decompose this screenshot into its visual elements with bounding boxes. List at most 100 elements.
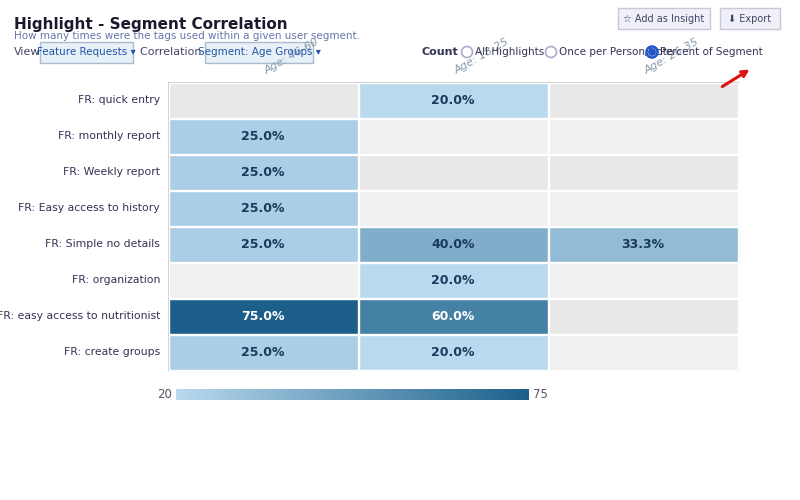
Bar [191, 389, 193, 400]
Bar [522, 389, 523, 400]
Bar [388, 389, 390, 400]
Bar [475, 389, 476, 400]
Circle shape [649, 49, 655, 55]
Bar [486, 389, 488, 400]
Bar [304, 389, 306, 400]
Bar [344, 389, 346, 400]
Bar [458, 389, 460, 400]
Bar [216, 389, 218, 400]
Bar [434, 389, 435, 400]
Bar [511, 389, 513, 400]
Bar [208, 389, 210, 400]
Bar [242, 389, 243, 400]
Bar [381, 389, 382, 400]
Text: FR: Weekly report: FR: Weekly report [63, 167, 160, 177]
Bar [439, 389, 441, 400]
Bar [499, 389, 501, 400]
Bar [448, 389, 450, 400]
Bar [418, 389, 420, 400]
Bar [231, 389, 233, 400]
Bar [358, 190, 547, 226]
Bar [358, 226, 547, 262]
Text: 25.0%: 25.0% [242, 238, 285, 250]
Bar [444, 389, 446, 400]
Bar [519, 389, 521, 400]
Bar [362, 389, 363, 400]
Bar [414, 389, 415, 400]
Bar [213, 389, 214, 400]
Bar [299, 389, 301, 400]
Bar [183, 389, 185, 400]
Bar [404, 389, 406, 400]
Text: 33.3%: 33.3% [622, 238, 665, 250]
Bar [459, 389, 461, 400]
Bar [528, 389, 530, 400]
Bar [311, 389, 313, 400]
Bar [328, 389, 330, 400]
Bar [236, 389, 238, 400]
Bar [395, 389, 396, 400]
Bar [364, 389, 366, 400]
Bar [217, 389, 218, 400]
Bar [371, 389, 373, 400]
Bar [358, 154, 547, 190]
Bar [406, 389, 407, 400]
Bar [315, 389, 316, 400]
Bar [366, 389, 368, 400]
Bar [303, 389, 305, 400]
Text: 20.0%: 20.0% [431, 346, 474, 358]
Bar [366, 389, 367, 400]
Bar [177, 389, 178, 400]
Bar [355, 389, 356, 400]
Bar [254, 389, 255, 400]
Text: 75.0%: 75.0% [242, 310, 285, 322]
Bar [186, 389, 188, 400]
Text: 75: 75 [533, 388, 548, 401]
Bar [239, 389, 241, 400]
Bar [215, 389, 216, 400]
Bar [263, 389, 265, 400]
Bar [526, 389, 527, 400]
Bar [508, 389, 510, 400]
Bar [256, 389, 258, 400]
Bar [274, 389, 275, 400]
Bar [476, 389, 478, 400]
Bar [226, 389, 228, 400]
Bar [255, 389, 256, 400]
Text: FR: organization: FR: organization [72, 275, 160, 285]
Bar [350, 389, 352, 400]
Bar [279, 389, 281, 400]
Bar [356, 389, 358, 400]
Bar [222, 389, 223, 400]
Bar [403, 389, 405, 400]
Bar [302, 389, 303, 400]
Bar [408, 389, 410, 400]
Bar [416, 389, 418, 400]
Bar [489, 389, 490, 400]
Bar [413, 389, 414, 400]
Bar [351, 389, 353, 400]
Bar [314, 389, 315, 400]
Bar [375, 389, 376, 400]
Bar [353, 389, 354, 400]
Bar [498, 389, 500, 400]
Bar [308, 389, 310, 400]
Text: 20.0%: 20.0% [431, 94, 474, 106]
Bar [399, 389, 401, 400]
Bar [219, 389, 221, 400]
Bar [456, 389, 458, 400]
Bar [354, 389, 355, 400]
Bar [524, 389, 526, 400]
Bar [391, 389, 393, 400]
Text: View: View [14, 47, 41, 57]
Bar [410, 389, 412, 400]
Bar [461, 389, 462, 400]
Bar [202, 389, 203, 400]
Bar [493, 389, 494, 400]
Bar [294, 389, 295, 400]
Bar [453, 389, 454, 400]
Bar [258, 389, 260, 400]
Bar [549, 190, 738, 226]
Text: FR: quick entry: FR: quick entry [78, 95, 160, 105]
Bar [471, 389, 473, 400]
